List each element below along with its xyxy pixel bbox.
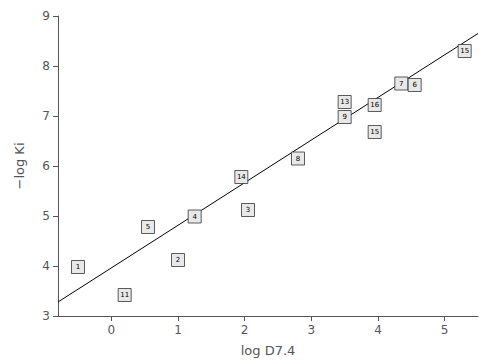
svg-text:1: 1 — [174, 323, 182, 337]
svg-text:1: 1 — [76, 263, 80, 271]
svg-text:3: 3 — [246, 206, 250, 214]
svg-text:4: 4 — [42, 259, 50, 273]
svg-text:6: 6 — [412, 81, 417, 89]
svg-text:−log Ki: −log Ki — [12, 143, 27, 190]
svg-text:3: 3 — [42, 309, 50, 323]
svg-text:5: 5 — [42, 209, 50, 223]
svg-text:8: 8 — [296, 155, 300, 163]
svg-text:2: 2 — [241, 323, 249, 337]
svg-text:4: 4 — [192, 213, 197, 221]
svg-text:0: 0 — [108, 323, 116, 337]
svg-text:14: 14 — [237, 173, 246, 181]
svg-text:11: 11 — [120, 291, 129, 299]
svg-text:2: 2 — [176, 256, 180, 264]
svg-text:15: 15 — [370, 128, 379, 136]
svg-text:3: 3 — [308, 323, 316, 337]
svg-text:7: 7 — [42, 109, 50, 123]
svg-text:15: 15 — [460, 47, 469, 55]
svg-text:16: 16 — [370, 101, 379, 109]
svg-text:log D7.4: log D7.4 — [241, 343, 296, 358]
svg-text:6: 6 — [42, 159, 50, 173]
svg-text:9: 9 — [42, 9, 50, 23]
svg-text:5: 5 — [441, 323, 449, 337]
svg-text:9: 9 — [342, 113, 346, 121]
svg-text:13: 13 — [340, 98, 349, 106]
svg-text:4: 4 — [374, 323, 382, 337]
svg-text:8: 8 — [42, 59, 50, 73]
svg-text:7: 7 — [399, 80, 403, 88]
svg-text:5: 5 — [146, 223, 150, 231]
